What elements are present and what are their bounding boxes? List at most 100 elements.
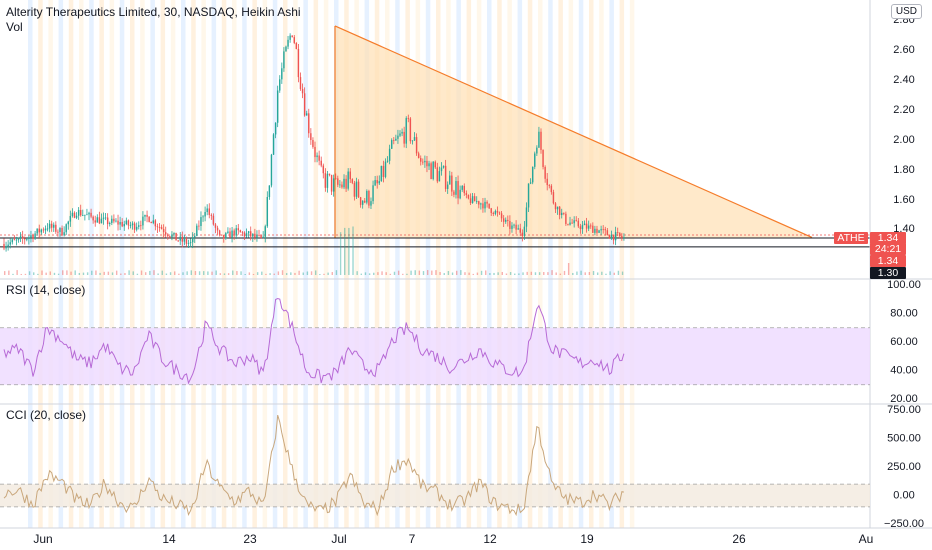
candle-body [451, 175, 453, 192]
candle-body [405, 118, 407, 144]
candle-body [291, 35, 293, 38]
candle-body [293, 37, 295, 43]
candle-body [198, 225, 200, 227]
candle-body [173, 232, 175, 235]
candle-body [610, 234, 613, 239]
currency-badge[interactable]: USD [890, 4, 922, 19]
volume-bar [476, 272, 479, 275]
session-stripe [334, 0, 339, 528]
volume-bar [140, 270, 143, 275]
volume-bar [310, 271, 313, 275]
session-stripe [48, 0, 53, 528]
session-stripes [28, 0, 635, 528]
volume-bar [149, 270, 151, 275]
volume-bar [617, 270, 620, 275]
volume-bar [33, 272, 35, 275]
candle-body [140, 225, 142, 227]
candle-body [231, 230, 233, 238]
price-tick-label: 1.80 [893, 164, 914, 176]
candle-body [90, 212, 92, 217]
session-stripe [293, 0, 298, 528]
candle-body [227, 231, 229, 233]
volume-bar [319, 273, 321, 275]
candle-body [171, 234, 173, 238]
rsi-tick-label: 40.00 [890, 364, 918, 376]
candle-body [370, 201, 372, 206]
candle-body [600, 229, 602, 231]
candle-body [218, 230, 221, 235]
candle-body [46, 228, 49, 230]
volume-label: Vol [6, 20, 23, 34]
candle-body [102, 217, 105, 219]
volume-bar [306, 271, 309, 275]
volume-bar [356, 271, 358, 275]
volume-bar [381, 271, 383, 275]
session-stripe [211, 0, 217, 528]
candle-body [430, 163, 432, 180]
candle-body [384, 161, 387, 177]
candle-body [465, 193, 468, 196]
candle-body [7, 244, 9, 247]
price-tag-text: 24:21 [875, 243, 901, 255]
candle-body [517, 228, 519, 230]
volume-bar [348, 227, 350, 275]
candle-body [169, 236, 171, 238]
candle-body [509, 220, 511, 229]
volume-bar [99, 272, 101, 275]
volume-bar [464, 272, 466, 275]
candle-body [127, 220, 130, 226]
candle-body [556, 206, 559, 210]
price-tick-label: 1.60 [893, 194, 914, 206]
volume-bar [451, 272, 454, 275]
volume-bar [178, 273, 180, 275]
volume-bar [169, 272, 172, 275]
session-stripe [374, 0, 380, 528]
volume-bar [522, 272, 524, 275]
candle-body [260, 235, 262, 238]
candle-body [612, 234, 615, 241]
rsi-panel-label[interactable]: RSI (14, close) [6, 283, 86, 297]
candle-body [550, 185, 553, 193]
price-tick-label: 1.40 [893, 223, 914, 235]
candle-body [388, 148, 391, 161]
volume-bar [269, 273, 271, 275]
candle-body [109, 222, 111, 225]
volume-bar [605, 273, 607, 275]
session-stripe [466, 0, 472, 528]
chart-title[interactable]: Alterity Therapeutics Limited, 30, NASDA… [6, 5, 301, 19]
candle-body [500, 213, 503, 219]
volume-bar [78, 272, 81, 275]
volume-bar [547, 272, 549, 275]
volume-bar [335, 270, 338, 275]
volume-bar [120, 273, 122, 275]
session-stripe [497, 0, 502, 528]
session-stripe [344, 0, 349, 528]
candle-body [598, 230, 600, 233]
volume-bar [410, 270, 412, 275]
candle-body [581, 225, 584, 230]
volume-bar [418, 270, 421, 275]
rsi-tick-label: 20.00 [890, 393, 918, 405]
time-axis-label: 12 [483, 532, 497, 546]
cci-panel-label[interactable]: CCI (20, close) [6, 408, 87, 422]
volume-bar [302, 272, 304, 275]
volume-bar [211, 271, 213, 275]
candle-body [558, 206, 561, 215]
candle-body [511, 225, 513, 229]
candle-body [594, 228, 596, 233]
candle-body [59, 227, 61, 232]
volume-bar [493, 272, 495, 275]
session-stripe [140, 0, 145, 528]
candle-body [480, 203, 482, 205]
volume-bar [37, 273, 39, 275]
volume-bar [70, 271, 72, 275]
candle-body [494, 210, 497, 214]
candle-body [467, 195, 470, 199]
session-stripe [252, 0, 257, 528]
candle-body [395, 138, 397, 141]
candle-body [125, 220, 128, 225]
volume-bar [281, 270, 284, 275]
volume-bar [505, 273, 508, 275]
candle-body [208, 208, 210, 215]
